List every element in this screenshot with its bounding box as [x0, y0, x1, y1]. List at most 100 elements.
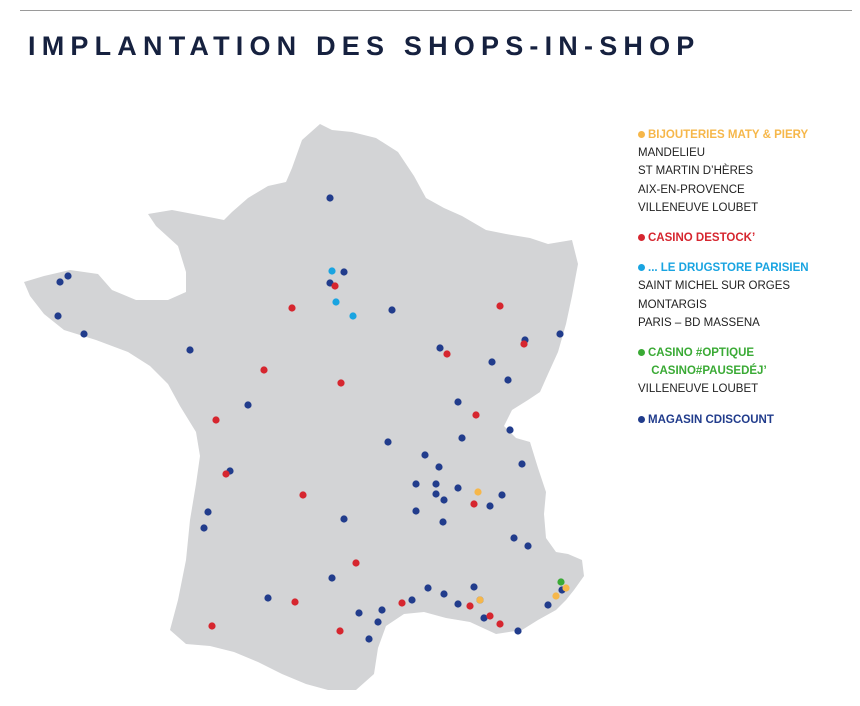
store-marker-destock: [352, 559, 360, 567]
store-marker-cdiscount: [424, 584, 432, 592]
store-marker-cdiscount: [204, 508, 212, 516]
legend-location: SAINT MICHEL SUR ORGES: [638, 280, 791, 293]
store-marker-cdiscount: [488, 358, 496, 366]
store-marker-cdiscount: [470, 583, 478, 591]
store-marker-maty: [474, 488, 482, 496]
store-marker-optique: [557, 578, 565, 586]
store-marker-drugstore: [349, 312, 357, 320]
legend-dot-icon: [638, 264, 645, 272]
store-marker-cdiscount: [440, 496, 448, 504]
legend-location: VILLENEUVE LOUBET: [638, 201, 759, 214]
france-outline: [24, 124, 584, 690]
store-marker-cdiscount: [458, 434, 466, 442]
store-marker-destock: [212, 416, 220, 424]
store-marker-drugstore: [328, 267, 336, 275]
store-marker-destock: [331, 282, 339, 290]
legend-location: PARIS – BD MASSENA: [638, 316, 760, 329]
store-marker-cdiscount: [544, 601, 552, 609]
store-marker-destock: [496, 302, 504, 310]
store-marker-cdiscount: [80, 330, 88, 338]
store-marker-maty: [552, 592, 560, 600]
store-marker-cdiscount: [510, 534, 518, 542]
legend-location: MANDELIEU: [638, 147, 706, 160]
store-marker-cdiscount: [436, 344, 444, 352]
store-marker-destock: [260, 366, 268, 374]
store-marker-cdiscount: [54, 312, 62, 320]
top-divider: [20, 10, 852, 11]
legend-heading: CASINO #OPTIQUE CASINO#PAUSEDÉJ’: [638, 344, 853, 380]
store-marker-cdiscount: [244, 401, 252, 409]
legend-group-destock: CASINO DESTOCK’: [638, 229, 853, 247]
store-marker-destock: [222, 470, 230, 478]
store-marker-destock: [208, 622, 216, 630]
legend-group-cdiscount: MAGASIN CDISCOUNT: [638, 411, 853, 429]
legend-label: BIJOUTERIES MATY & PIERY: [648, 129, 809, 141]
store-marker-cdiscount: [440, 590, 448, 598]
store-marker-cdiscount: [412, 507, 420, 515]
store-marker-destock: [520, 340, 528, 348]
store-marker-destock: [466, 602, 474, 610]
legend-location: VILLENEUVE LOUBET: [638, 383, 759, 396]
store-marker-destock: [337, 379, 345, 387]
legend-group-optique: CASINO #OPTIQUE CASINO#PAUSEDÉJ’ VILLENEU…: [638, 344, 853, 399]
store-marker-destock: [472, 411, 480, 419]
store-marker-cdiscount: [340, 268, 348, 276]
store-marker-cdiscount: [200, 524, 208, 532]
legend-label: ... LE DRUGSTORE PARISIEN: [648, 262, 809, 275]
store-marker-destock: [496, 620, 504, 628]
store-marker-cdiscount: [439, 518, 447, 526]
store-marker-cdiscount: [506, 426, 514, 434]
store-marker-cdiscount: [365, 635, 373, 643]
store-marker-cdiscount: [374, 618, 382, 626]
legend-location: ST MARTIN D’HÈRES: [638, 165, 754, 178]
legend-label: MAGASIN CDISCOUNT: [648, 413, 774, 426]
store-marker-cdiscount: [186, 346, 194, 354]
legend-location: MONTARGIS: [638, 298, 707, 311]
store-marker-cdiscount: [384, 438, 392, 446]
store-marker-cdiscount: [56, 278, 64, 286]
store-marker-cdiscount: [432, 490, 440, 498]
page-title: IMPLANTATION DES SHOPS-IN-SHOP: [28, 31, 701, 61]
store-marker-cdiscount: [480, 614, 488, 622]
store-marker-cdiscount: [408, 596, 416, 604]
store-marker-destock: [398, 599, 406, 607]
store-marker-cdiscount: [432, 480, 440, 488]
map-legend: BIJOUTERIES MATY & PIERY MANDELIEU ST MART…: [638, 126, 853, 441]
store-marker-cdiscount: [340, 515, 348, 523]
legend-heading: ... LE DRUGSTORE PARISIEN: [638, 259, 853, 277]
store-marker-maty: [476, 596, 484, 604]
store-marker-drugstore: [332, 298, 340, 306]
legend-group-maty: BIJOUTERIES MATY & PIERY MANDELIEU ST MART…: [638, 126, 853, 217]
store-marker-cdiscount: [64, 272, 72, 280]
store-marker-cdiscount: [514, 627, 522, 635]
store-marker-cdiscount: [498, 491, 506, 499]
store-marker-cdiscount: [378, 606, 386, 614]
legend-heading: CASINO DESTOCK’: [638, 229, 853, 247]
legend-group-drugstore: ... LE DRUGSTORE PARISIEN SAINT MICHEL SU…: [638, 259, 853, 332]
legend-label: CASINO #OPTIQUE CASINO#PAUSEDÉJ’: [648, 347, 767, 378]
store-marker-destock: [336, 627, 344, 635]
store-markers: [54, 194, 570, 643]
store-marker-destock: [291, 598, 299, 606]
store-marker-cdiscount: [421, 451, 429, 459]
legend-heading: MAGASIN CDISCOUNT: [638, 411, 853, 429]
store-marker-maty: [562, 584, 570, 592]
store-marker-cdiscount: [454, 484, 462, 492]
store-marker-cdiscount: [326, 194, 334, 202]
store-marker-cdiscount: [264, 594, 272, 602]
legend-dot-icon: [638, 349, 645, 357]
legend-dot-icon: [638, 234, 645, 242]
store-marker-destock: [299, 491, 307, 499]
store-marker-destock: [470, 500, 478, 508]
legend-location: AIX-EN-PROVENCE: [638, 183, 745, 196]
store-marker-cdiscount: [355, 609, 363, 617]
store-marker-cdiscount: [328, 574, 336, 582]
store-marker-destock: [486, 612, 494, 620]
legend-dot-icon: [638, 131, 645, 138]
store-marker-cdiscount: [486, 502, 494, 510]
legend-heading: BIJOUTERIES MATY & PIERY: [638, 126, 853, 144]
store-marker-cdiscount: [454, 600, 462, 608]
store-marker-cdiscount: [518, 460, 526, 468]
legend-label: CASINO DESTOCK’: [648, 232, 756, 245]
